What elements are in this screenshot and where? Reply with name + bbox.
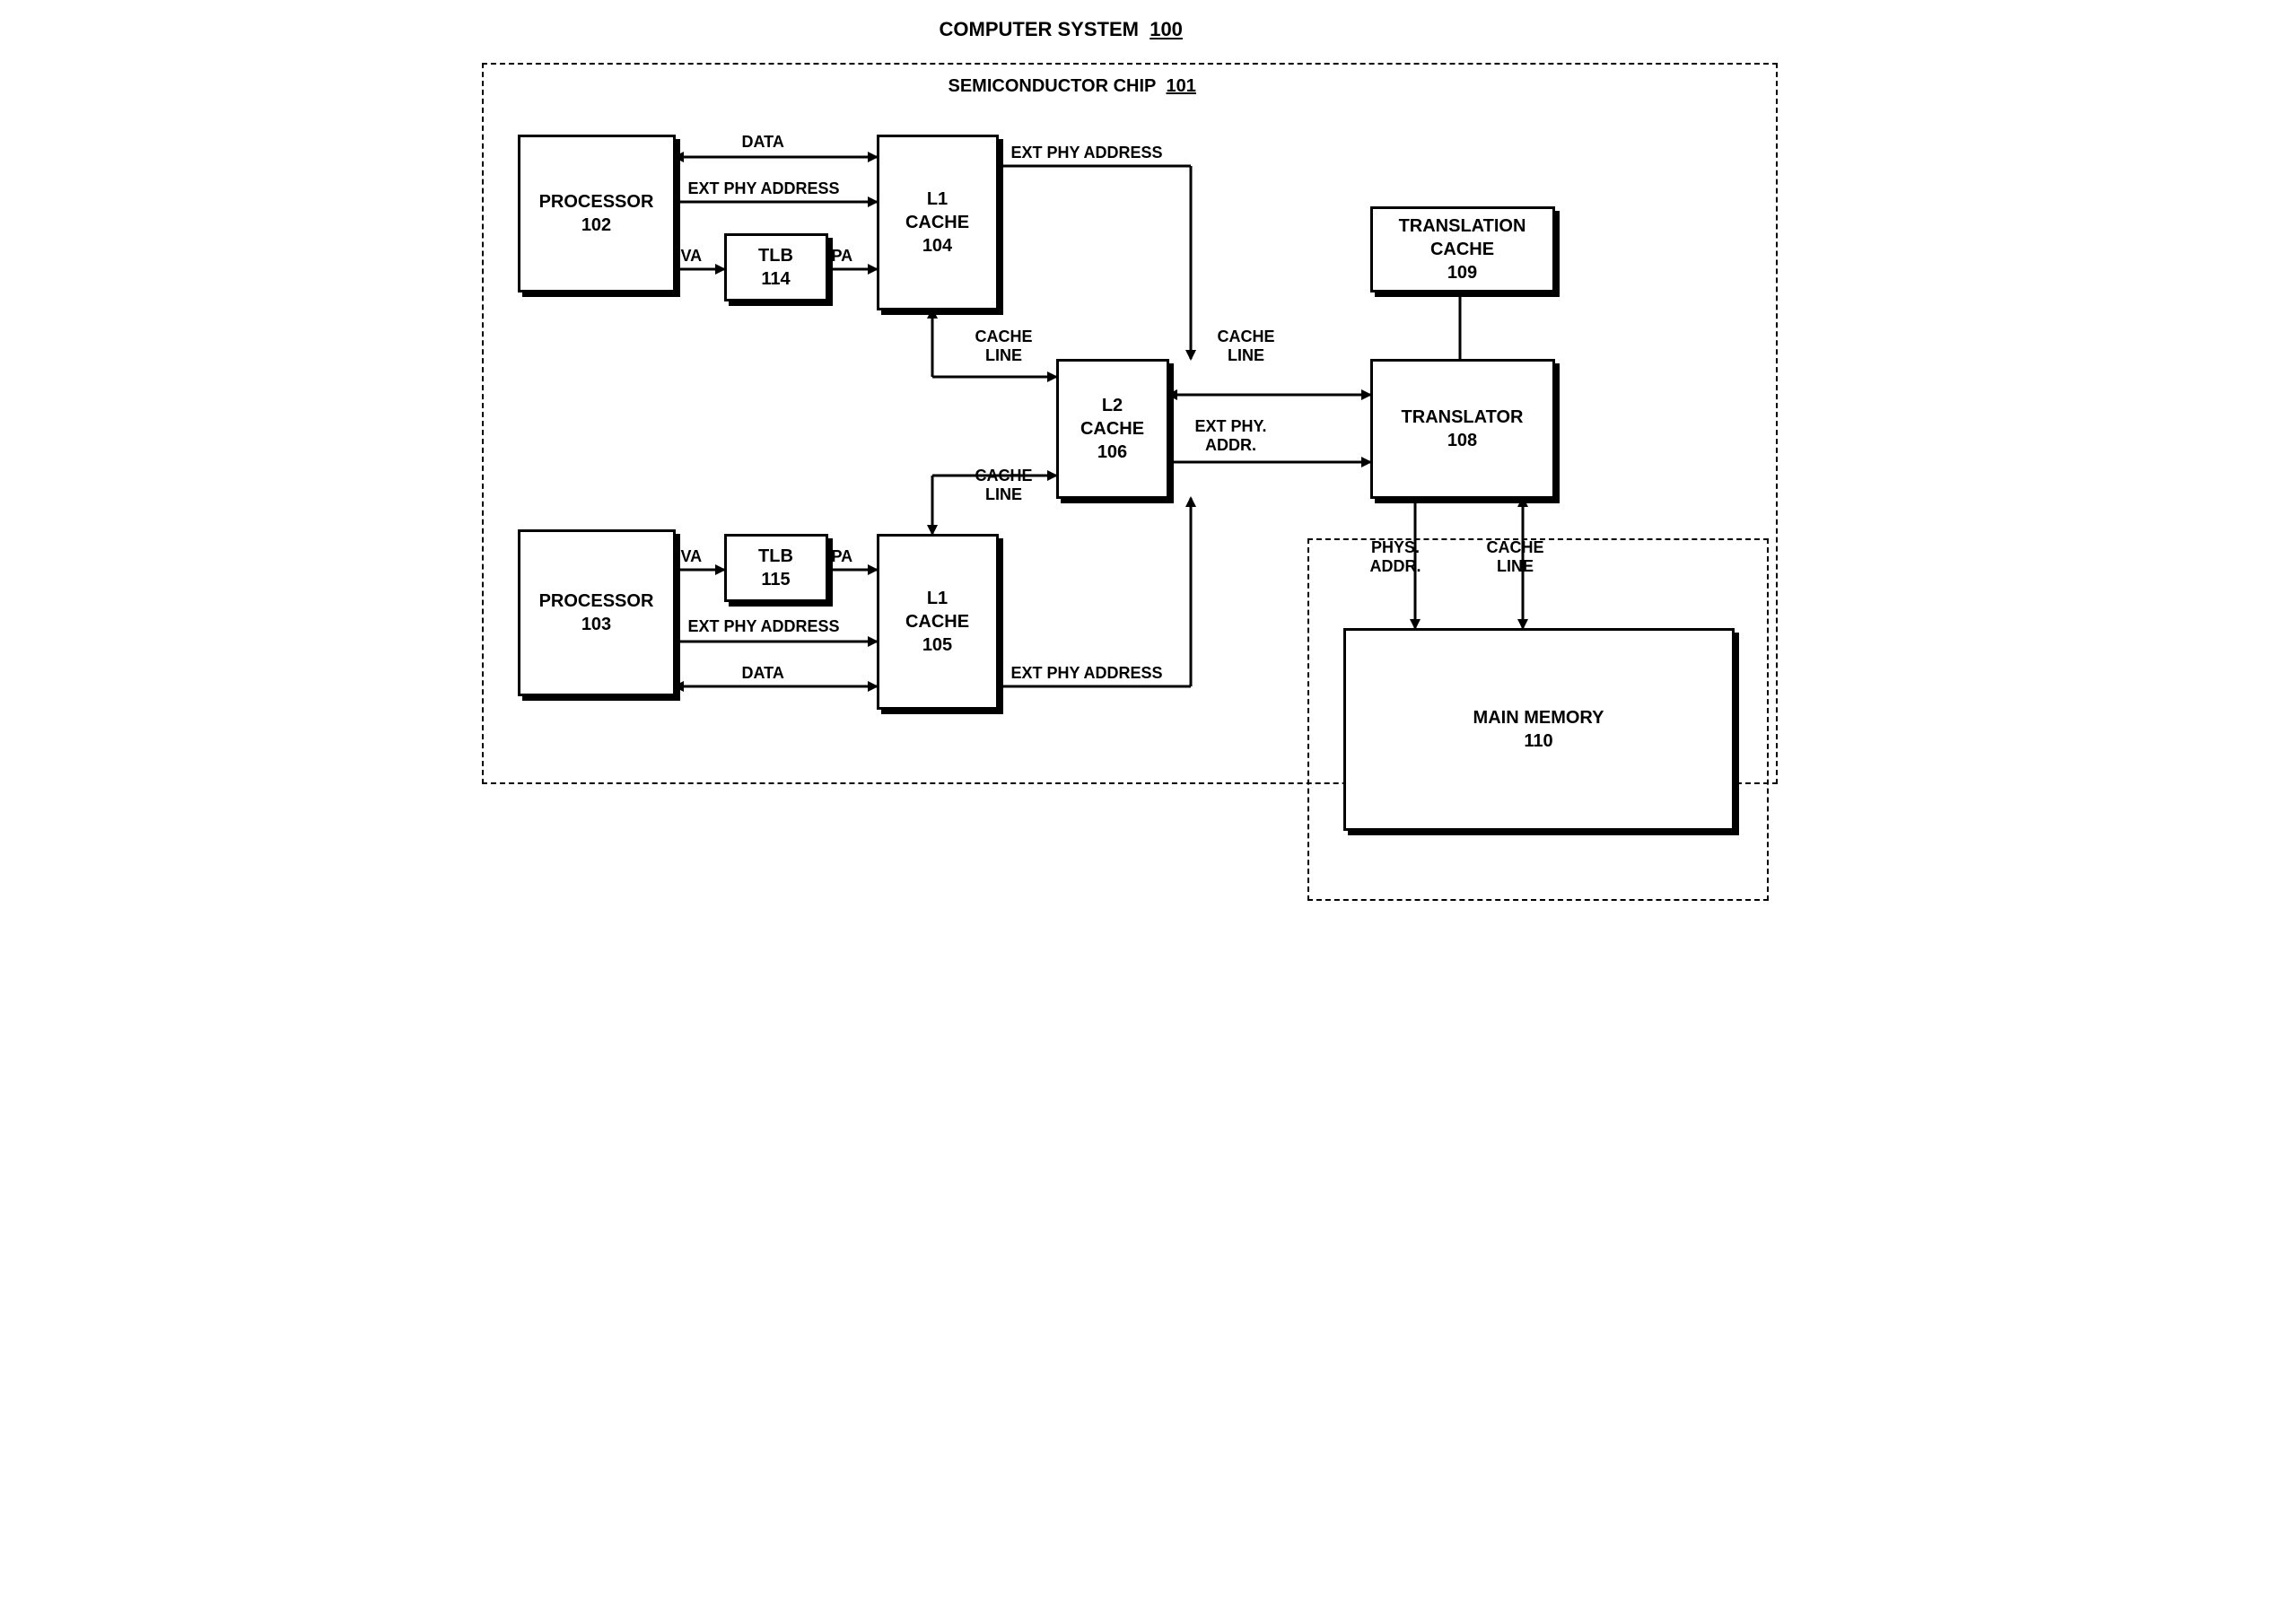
diagram-canvas: COMPUTER SYSTEM 100 SEMICONDUCTOR CHIP 1…	[473, 18, 1801, 915]
block-num: 110	[1524, 729, 1552, 753]
block-num: 103	[581, 613, 611, 636]
main-memory-110: MAIN MEMORY 110	[1343, 628, 1735, 831]
block-name: MAIN MEMORY	[1473, 706, 1604, 729]
block-num: 108	[1447, 429, 1477, 452]
translator-108: TRANSLATOR 108	[1370, 359, 1555, 499]
l2-cache-106: L2 CACHE 106	[1056, 359, 1169, 499]
tlb-114: TLB 114	[724, 233, 828, 301]
block-num: 102	[581, 214, 611, 237]
label-extphy-2: EXT PHY ADDRESS	[688, 617, 840, 636]
chip-num: 101	[1167, 76, 1196, 96]
chip-label: SEMICONDUCTOR CHIP 101	[949, 76, 1196, 97]
block-num: 106	[1097, 441, 1127, 464]
block-num: 105	[922, 633, 952, 657]
label-pa-1: PA	[832, 247, 853, 266]
block-name: L1 CACHE	[905, 587, 969, 633]
block-num: 104	[922, 234, 952, 258]
block-name: TRANSLATION CACHE	[1399, 214, 1526, 261]
label-pa-2: PA	[832, 547, 853, 566]
block-num: 109	[1447, 261, 1477, 284]
l1-cache-104: L1 CACHE 104	[877, 135, 999, 310]
label-data-2: DATA	[742, 664, 784, 683]
label-extphy-1: EXT PHY ADDRESS	[688, 179, 840, 198]
tlb-115: TLB 115	[724, 534, 828, 602]
processor-102: PROCESSOR 102	[518, 135, 676, 292]
block-name: TLB	[758, 244, 793, 267]
block-name: L2 CACHE	[1080, 394, 1144, 441]
label-cacheline-3: CACHE LINE	[975, 467, 1033, 504]
label-cacheline-2: CACHE LINE	[1218, 327, 1275, 365]
title-num: 100	[1150, 18, 1183, 40]
block-name: TLB	[758, 545, 793, 568]
label-phys-addr: PHYS. ADDR.	[1370, 538, 1421, 576]
l1-cache-105: L1 CACHE 105	[877, 534, 999, 710]
translation-cache-109: TRANSLATION CACHE 109	[1370, 206, 1555, 292]
label-extphy-top: EXT PHY ADDRESS	[1011, 144, 1163, 162]
system-title: COMPUTER SYSTEM 100	[940, 18, 1183, 41]
label-va-2: VA	[681, 547, 703, 566]
title-text: COMPUTER SYSTEM	[940, 18, 1139, 40]
chip-text: SEMICONDUCTOR CHIP	[949, 76, 1157, 96]
label-extphy-addr: EXT PHY. ADDR.	[1195, 417, 1267, 455]
block-name: PROCESSOR	[539, 589, 654, 613]
label-extphy-bot: EXT PHY ADDRESS	[1011, 664, 1163, 683]
block-num: 115	[761, 568, 790, 591]
label-data-1: DATA	[742, 133, 784, 152]
processor-103: PROCESSOR 103	[518, 529, 676, 696]
label-cacheline-4: CACHE LINE	[1487, 538, 1544, 576]
block-name: TRANSLATOR	[1402, 406, 1524, 429]
label-va-1: VA	[681, 247, 703, 266]
block-name: PROCESSOR	[539, 190, 654, 214]
block-name: L1 CACHE	[905, 188, 969, 234]
label-cacheline-1: CACHE LINE	[975, 327, 1033, 365]
block-num: 114	[761, 267, 790, 291]
